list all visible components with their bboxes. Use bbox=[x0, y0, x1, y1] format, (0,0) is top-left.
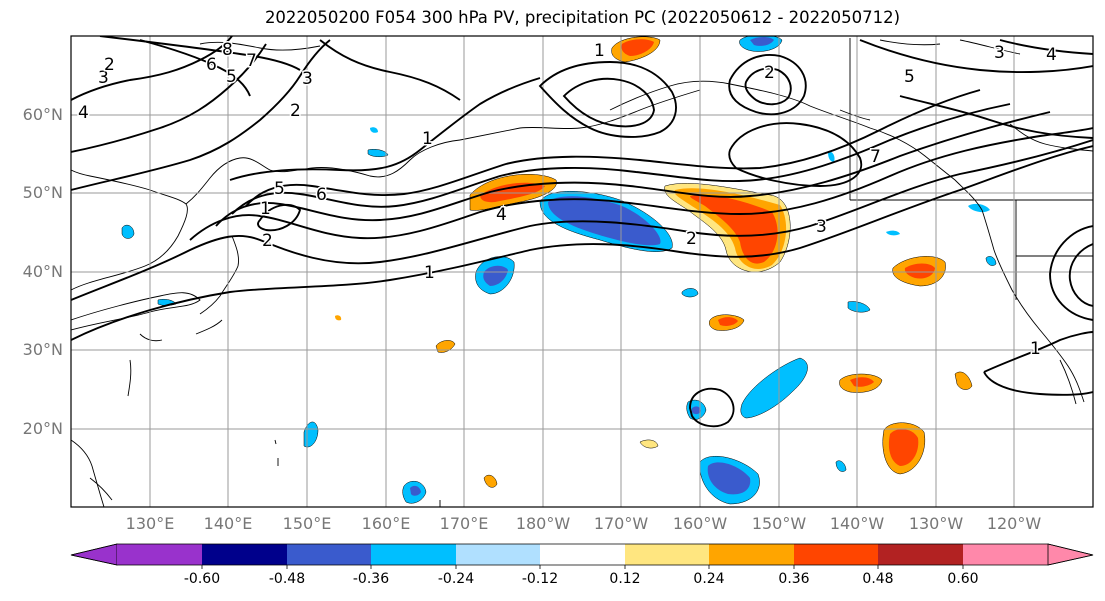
lat-label: 30°N bbox=[22, 340, 63, 359]
colorbar-segment bbox=[456, 544, 540, 565]
colorbar-segment bbox=[709, 544, 794, 565]
lon-label: 160°E bbox=[361, 514, 411, 533]
colorbar-segment bbox=[117, 544, 202, 565]
contour-label: 7 bbox=[246, 51, 257, 71]
colorbar-tick-label: -0.48 bbox=[268, 571, 306, 587]
lon-label: 160°W bbox=[672, 514, 728, 533]
colorbar bbox=[70, 543, 1094, 569]
lat-label: 50°N bbox=[22, 183, 63, 202]
contour-label: 3 bbox=[816, 217, 827, 237]
colorbar-tick-label: -0.24 bbox=[437, 571, 475, 587]
colorbar-tick-label: 0.48 bbox=[862, 571, 894, 587]
colorbar-tick-label: -0.12 bbox=[521, 571, 559, 587]
contour-label: 8 bbox=[222, 40, 233, 60]
page-title: 2022050200 F054 300 hPa PV, precipitatio… bbox=[264, 8, 901, 27]
colorbar-extend-low bbox=[70, 543, 118, 566]
contour-label: 2 bbox=[686, 229, 697, 249]
lon-label: 170°E bbox=[439, 514, 489, 533]
precip-negative-region bbox=[740, 357, 808, 419]
contour-label: 6 bbox=[206, 55, 217, 75]
contour-label: 4 bbox=[1046, 45, 1057, 65]
lon-label: 140°W bbox=[829, 514, 885, 533]
contour-label: 3 bbox=[994, 43, 1005, 63]
colorbar-tick-label: 0.24 bbox=[693, 571, 725, 587]
map-frame bbox=[70, 35, 1094, 508]
contour-label: 1 bbox=[422, 129, 433, 149]
lon-label: 180°W bbox=[515, 514, 571, 533]
lat-label: 60°N bbox=[22, 105, 63, 124]
contour-label: 5 bbox=[274, 179, 285, 199]
lon-label: 130°W bbox=[908, 514, 964, 533]
contour-label: 1 bbox=[1030, 339, 1041, 359]
colorbar-segment bbox=[794, 544, 878, 565]
colorbar-segment bbox=[963, 544, 1048, 565]
contour-label: 4 bbox=[78, 103, 89, 123]
lon-label: 120°W bbox=[986, 514, 1042, 533]
contour-label: 3 bbox=[98, 68, 109, 88]
contour-label: 5 bbox=[226, 67, 237, 87]
colorbar-tick-label: -0.36 bbox=[352, 571, 390, 587]
contour-labels: 8 7 6 5 3 2 2 3 4 1 2 5 6 1 4 2 3 1 1 7 … bbox=[77, 39, 1059, 361]
graticule bbox=[71, 36, 1093, 507]
colorbar-extend-high bbox=[1047, 543, 1094, 566]
pv-contours bbox=[71, 36, 1093, 428]
colorbar-tick-label: 0.36 bbox=[778, 571, 810, 587]
contour-label: 6 bbox=[316, 185, 327, 205]
colorbar-tick-label: 0.12 bbox=[609, 571, 641, 587]
lon-label: 140°E bbox=[203, 514, 253, 533]
lon-label: 130°E bbox=[125, 514, 175, 533]
contour-label: 1 bbox=[424, 263, 435, 283]
colorbar-segment bbox=[287, 544, 371, 565]
contour-label: 2 bbox=[290, 101, 301, 121]
lon-label: 150°W bbox=[751, 514, 807, 533]
contour-label: 1 bbox=[260, 199, 271, 219]
colorbar-tick-label: -0.60 bbox=[183, 571, 221, 587]
contour-label: 2 bbox=[104, 55, 115, 75]
lat-label: 40°N bbox=[22, 262, 63, 281]
contour-label: 4 bbox=[496, 205, 507, 225]
contour-label: 3 bbox=[302, 69, 313, 89]
colorbar-segment bbox=[202, 544, 287, 565]
precipitation-field bbox=[121, 36, 997, 505]
lon-label: 170°W bbox=[593, 514, 649, 533]
contour-label: 1 bbox=[594, 41, 605, 61]
contour-label: 7 bbox=[870, 147, 881, 167]
colorbar-segment bbox=[878, 544, 963, 565]
colorbar-segment bbox=[540, 544, 625, 565]
lon-label: 150°E bbox=[282, 514, 332, 533]
contour-label: 2 bbox=[764, 63, 775, 83]
contour-label: 5 bbox=[904, 67, 915, 87]
colorbar-tick-label: 0.60 bbox=[947, 571, 979, 587]
contour-label: 2 bbox=[262, 231, 273, 251]
colorbar-segment bbox=[371, 544, 456, 565]
lat-label: 20°N bbox=[22, 419, 63, 438]
colorbar-segment bbox=[625, 544, 709, 565]
